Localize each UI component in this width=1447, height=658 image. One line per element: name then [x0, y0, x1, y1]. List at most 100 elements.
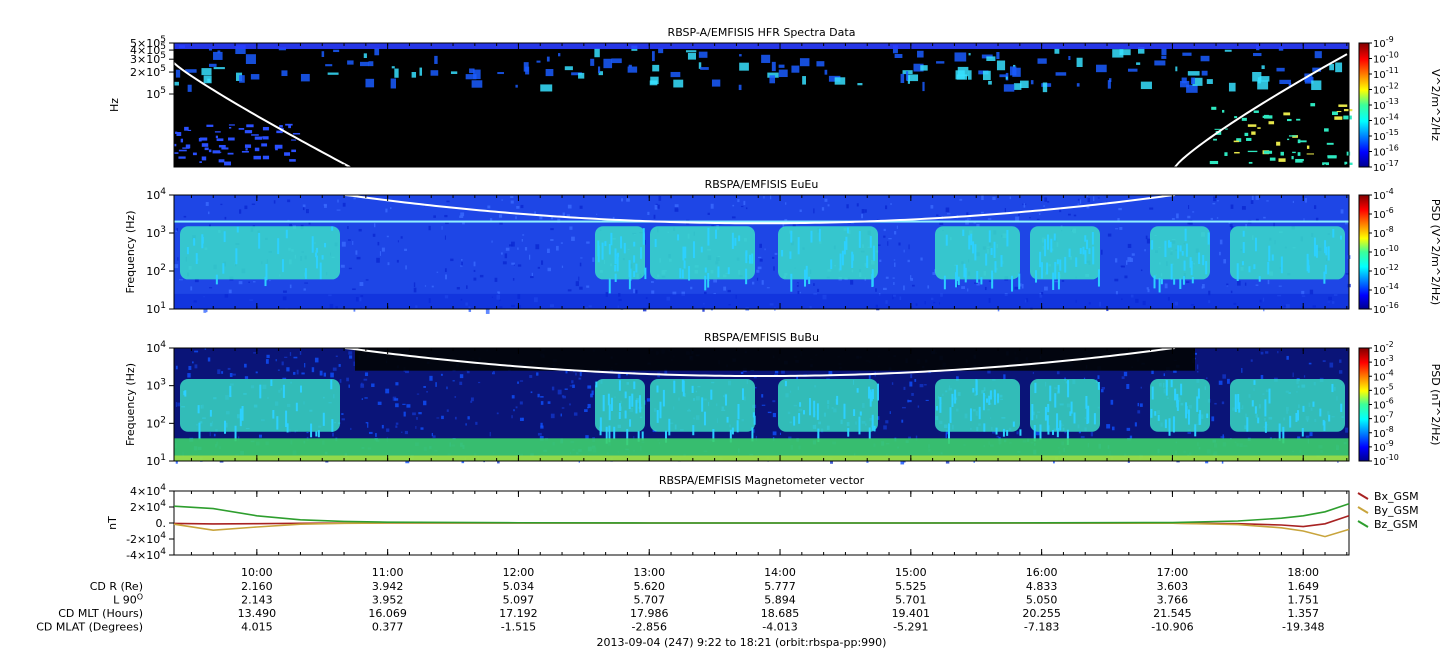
x-tick-label: 13:00 — [633, 566, 665, 579]
colorbar-tick-label: 10-12 — [1373, 263, 1399, 278]
ephemeris-value: 5.050 — [1026, 594, 1058, 607]
ephemeris-value: 1.751 — [1287, 594, 1319, 607]
x-tick-label: 10:00 — [241, 566, 273, 579]
colorbar-tick-label: 10-6 — [1373, 206, 1394, 221]
colorbar-tick-label: 10-16 — [1373, 301, 1399, 316]
ephemeris-value: 0.377 — [372, 621, 404, 634]
colorbar — [1358, 42, 1370, 168]
ephemeris-value: 3.942 — [372, 580, 404, 593]
spectrogram-panel-2: 104 103 102 101 Frequency (Hz) RBSPA/EMFISIS … — [124, 178, 1442, 316]
x-tick-label: 15:00 — [895, 566, 927, 579]
ephemeris-value: 1.649 — [1287, 580, 1319, 593]
ephemeris-value: 2.160 — [241, 580, 273, 593]
ephemeris-value: -5.291 — [893, 621, 928, 634]
spectrogram-texture — [174, 348, 1349, 465]
colorbar-label: PSD (nT^2/Hz) — [1429, 364, 1442, 446]
spectrogram-overlay-curve — [344, 194, 1176, 225]
x-tick-label: 18:00 — [1287, 566, 1319, 579]
colorbar — [1358, 347, 1370, 462]
series-line-bz-gsm — [173, 503, 1350, 524]
spectrogram-texture — [174, 195, 1351, 314]
ephemeris-value: 5.701 — [895, 594, 927, 607]
x-tick-label: 16:00 — [1026, 566, 1058, 579]
colorbar-tick-label: 10-14 — [1373, 282, 1399, 297]
ephemeris-row-label: L 90O — [113, 593, 143, 607]
y-tick-label: 4×104 — [130, 483, 166, 498]
y-tick-label: 102 — [146, 415, 166, 430]
x-tick-label: 14:00 — [764, 566, 796, 579]
colorbar-tick-label: 10-7 — [1373, 411, 1394, 426]
colorbar-tick-label: 10-2 — [1373, 340, 1394, 355]
y-tick-label: 103 — [146, 225, 166, 240]
ephemeris-value: 20.255 — [1022, 607, 1061, 620]
ephemeris-value: 5.777 — [764, 580, 796, 593]
panel-frame — [173, 194, 1350, 310]
ephemeris-value: 17.192 — [499, 607, 538, 620]
colorbar-tick-label: 10-17 — [1373, 159, 1399, 174]
y-tick-label: 3×105 — [130, 51, 166, 66]
y-axis-label: Frequency (Hz) — [124, 363, 137, 446]
y-tick-label: 102 — [146, 263, 166, 278]
colorbar-tick-label: 10-8 — [1373, 225, 1394, 240]
legend-entry: By_GSM — [1374, 504, 1419, 517]
y-tick-label: -2×104 — [126, 531, 166, 546]
ephemeris-value: 3.766 — [1157, 594, 1189, 607]
ephemeris-value: 21.545 — [1153, 607, 1192, 620]
ephemeris-value: -2.856 — [631, 621, 666, 634]
footer-caption: 2013-09-04 (247) 9:22 to 18:21 (orbit:rb… — [597, 636, 887, 649]
x-tick-label: 11:00 — [372, 566, 404, 579]
colorbar-tick-label: 10-10 — [1373, 244, 1399, 259]
colorbar-tick-label: 10-8 — [1373, 425, 1394, 440]
ephemeris-value: 5.525 — [895, 580, 927, 593]
y-tick-label: 2×105 — [130, 64, 166, 79]
ephemeris-value: 5.034 — [503, 580, 535, 593]
colorbar-tick-label: 10-14 — [1373, 113, 1399, 128]
panel-title: RBSPA/EMFISIS Magnetometer vector — [659, 474, 865, 487]
ephemeris-value: 17.986 — [630, 607, 669, 620]
y-axis-label: Frequency (Hz) — [124, 211, 137, 294]
ephemeris-value: -4.013 — [762, 621, 797, 634]
colorbar-tick-label: 10-12 — [1373, 82, 1399, 97]
x-tick-label: 12:00 — [503, 566, 535, 579]
ephemeris-value: 13.490 — [238, 607, 277, 620]
ephemeris-value: -10.906 — [1151, 621, 1193, 634]
panel-title: RBSPA/EMFISIS BuBu — [704, 331, 819, 344]
legend-entry: Bz_GSM — [1374, 518, 1418, 531]
colorbar-tick-label: 10-11 — [1373, 66, 1399, 81]
colorbar-label: V^2/m^2/Hz — [1429, 69, 1442, 141]
spectrogram-overlay-curve — [344, 347, 1176, 378]
ephemeris-value: 4.015 — [241, 621, 273, 634]
colorbar-tick-label: 10-10 — [1373, 51, 1399, 66]
colorbar-tick-label: 10-3 — [1373, 354, 1394, 369]
ephemeris-value: 2.143 — [241, 594, 273, 607]
ephemeris-row-label: CD R (Re) — [90, 580, 143, 593]
colorbar-tick-label: 10-6 — [1373, 397, 1394, 412]
y-axis-label: Hz — [108, 98, 121, 112]
colorbar-tick-label: 10-15 — [1373, 128, 1399, 143]
colorbar-tick-label: 10-9 — [1373, 439, 1394, 454]
ephemeris-value: -7.183 — [1024, 621, 1059, 634]
ephemeris-value: 5.097 — [503, 594, 535, 607]
colorbar-tick-label: 10-9 — [1373, 35, 1394, 50]
ephemeris-row-label: CD MLAT (Degrees) — [36, 621, 143, 634]
ephemeris-value: 5.620 — [633, 580, 665, 593]
panel-title: RBSPA/EMFISIS EuEu — [705, 178, 819, 191]
legend-entry: Bx_GSM — [1374, 490, 1419, 503]
ephemeris-value: -19.348 — [1282, 621, 1324, 634]
colorbar-label: PSD (V^2/m^2/Hz) — [1429, 199, 1442, 305]
y-tick-label: 5×105 — [130, 35, 166, 50]
colorbar-tick-label: 10-10 — [1373, 453, 1399, 468]
ephemeris-value: -1.515 — [501, 621, 536, 634]
y-tick-label: 103 — [146, 378, 166, 393]
panel-frame — [173, 347, 1350, 462]
panel-frame — [173, 42, 1350, 168]
y-tick-label: 105 — [146, 86, 166, 101]
y-tick-label: -4×104 — [126, 547, 166, 562]
ephemeris-value: 18.685 — [761, 607, 800, 620]
y-tick-label: 4×105 — [130, 42, 166, 57]
y-tick-label: 0. — [156, 517, 167, 530]
colorbar-tick-label: 10-16 — [1373, 144, 1399, 159]
